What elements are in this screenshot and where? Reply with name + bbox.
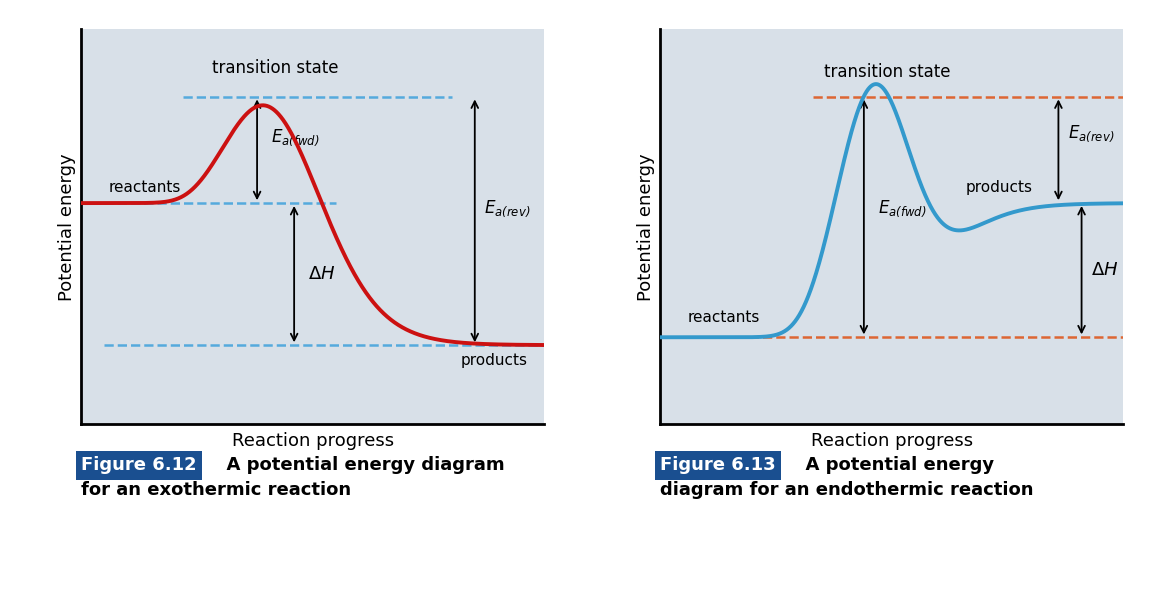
Text: products: products [966, 180, 1033, 195]
Text: $\Delta H$: $\Delta H$ [1091, 261, 1119, 279]
Text: for an exothermic reaction: for an exothermic reaction [81, 481, 351, 499]
Text: Figure 6.13: Figure 6.13 [660, 456, 776, 474]
Text: $E_{\mathregular{a(fwd)}}$: $E_{\mathregular{a(fwd)}}$ [271, 128, 320, 148]
Text: A potential energy diagram: A potential energy diagram [214, 456, 505, 474]
Y-axis label: Potential energy: Potential energy [58, 153, 75, 300]
Text: reactants: reactants [688, 310, 760, 325]
Text: A potential energy: A potential energy [793, 456, 995, 474]
Text: reactants: reactants [109, 180, 181, 195]
Text: $\Delta H$: $\Delta H$ [308, 265, 336, 283]
Text: $E_{\mathregular{a(rev)}}$: $E_{\mathregular{a(rev)}}$ [484, 198, 530, 219]
Text: Figure 6.12: Figure 6.12 [81, 456, 197, 474]
Text: $E_{\mathregular{a(fwd)}}$: $E_{\mathregular{a(fwd)}}$ [878, 198, 926, 219]
X-axis label: Reaction progress: Reaction progress [811, 432, 973, 451]
Text: diagram for an endothermic reaction: diagram for an endothermic reaction [660, 481, 1034, 499]
Text: transition state: transition state [212, 59, 339, 77]
Text: products: products [461, 353, 528, 368]
Text: $E_{\mathregular{a(rev)}}$: $E_{\mathregular{a(rev)}}$ [1068, 124, 1114, 144]
X-axis label: Reaction progress: Reaction progress [232, 432, 394, 451]
Y-axis label: Potential energy: Potential energy [637, 153, 654, 300]
Text: transition state: transition state [823, 63, 951, 81]
